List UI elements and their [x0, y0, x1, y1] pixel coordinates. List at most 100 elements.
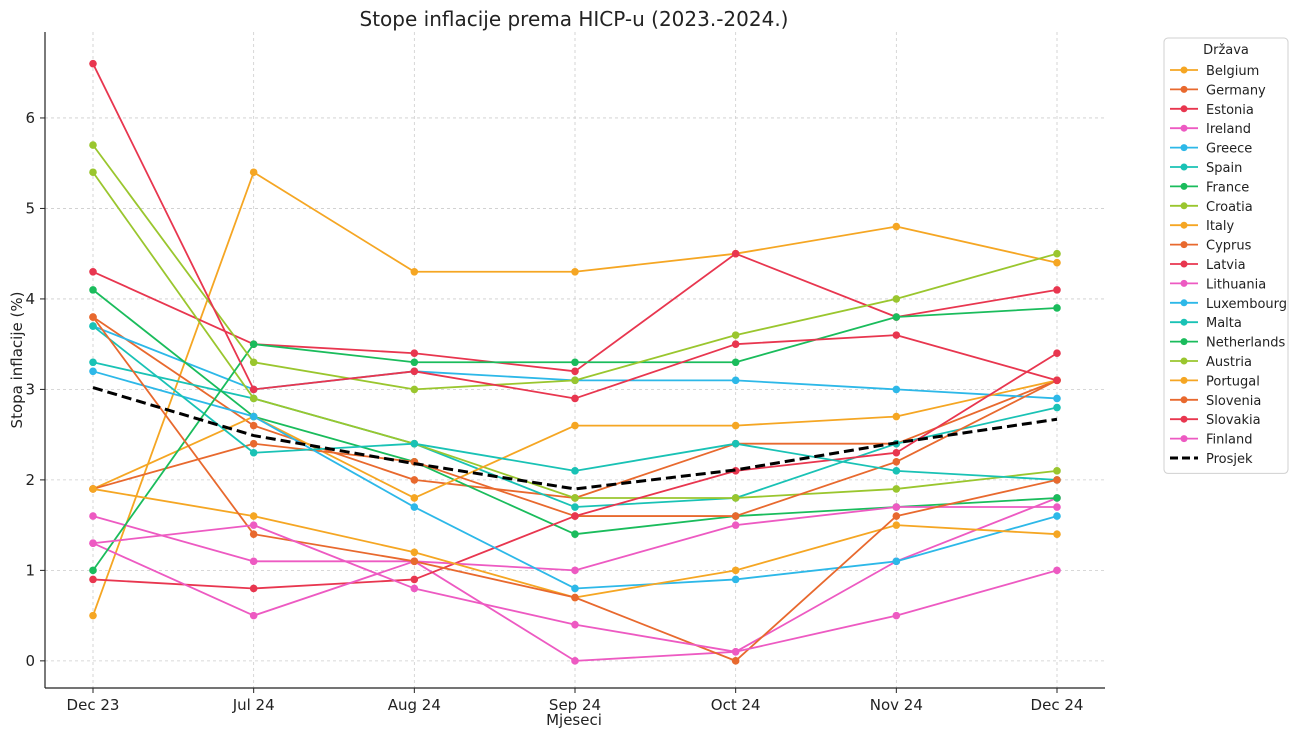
- legend-label: Luxembourg: [1206, 297, 1287, 312]
- legend-item-austria: Austria: [1170, 355, 1252, 370]
- data-point-croatia: [89, 168, 97, 177]
- legend-swatch-marker: [1180, 260, 1188, 268]
- data-point-belgium: [571, 267, 579, 276]
- data-point-france: [571, 530, 579, 538]
- data-point-italy: [571, 421, 579, 430]
- legend-swatch-marker: [1180, 357, 1188, 365]
- legend-swatch-marker: [1180, 415, 1188, 423]
- data-point-france: [1053, 494, 1061, 502]
- data-point-portugal: [249, 512, 258, 520]
- data-point-slovenia: [89, 313, 97, 321]
- legend-swatch-marker: [1180, 163, 1188, 171]
- legend-item-germany: Germany: [1170, 83, 1266, 98]
- data-point-slovenia: [892, 512, 901, 520]
- data-point-slovenia: [731, 657, 740, 665]
- data-point-portugal: [731, 566, 740, 575]
- data-point-slovenia: [249, 530, 258, 538]
- data-point-cyprus: [249, 439, 258, 448]
- series-luxembourg: [89, 367, 1061, 593]
- legend-swatch-marker: [1180, 435, 1188, 443]
- data-point-slovenia: [1053, 476, 1061, 484]
- y-tick-label: 4: [25, 290, 35, 308]
- data-point-greece: [731, 376, 740, 385]
- data-point-finland: [571, 620, 579, 629]
- legend-item-estonia: Estonia: [1170, 103, 1254, 118]
- data-point-malta: [892, 467, 901, 475]
- data-point-italy: [731, 421, 740, 430]
- data-point-italy: [892, 412, 901, 421]
- data-point-austria: [731, 331, 740, 339]
- data-point-croatia: [1053, 467, 1061, 475]
- data-point-latvia: [410, 575, 419, 584]
- x-tick-label: Jul 24: [232, 696, 275, 714]
- legend-item-cyprus: Cyprus: [1170, 239, 1252, 254]
- legend-label: Netherlands: [1206, 336, 1285, 351]
- data-point-belgium: [1053, 258, 1061, 267]
- legend-item-italy: Italy: [1170, 219, 1235, 234]
- legend-label: France: [1206, 180, 1249, 195]
- series-slovakia: [89, 59, 1061, 403]
- legend-label: Latvia: [1206, 258, 1246, 273]
- legend-swatch-marker: [1180, 202, 1188, 210]
- data-point-estonia: [89, 267, 97, 276]
- data-point-lithuania: [571, 566, 579, 575]
- data-point-slovenia: [410, 557, 419, 566]
- data-point-slovakia: [410, 367, 419, 376]
- legend-label: Malta: [1206, 316, 1242, 331]
- data-point-luxembourg: [1053, 512, 1061, 520]
- legend-label: Spain: [1206, 161, 1242, 176]
- data-point-austria: [410, 385, 419, 394]
- y-tick-label: 6: [25, 109, 35, 127]
- data-point-estonia: [1053, 286, 1061, 294]
- data-point-estonia: [731, 249, 740, 258]
- data-point-netherlands: [1053, 304, 1061, 312]
- data-point-latvia: [1053, 349, 1061, 358]
- data-point-austria: [89, 141, 97, 149]
- data-point-netherlands: [410, 358, 419, 367]
- data-point-spain: [89, 358, 97, 367]
- data-point-slovakia: [892, 331, 901, 339]
- data-point-croatia: [571, 494, 579, 502]
- data-point-belgium: [249, 168, 258, 177]
- legend-label: Lithuania: [1206, 277, 1266, 292]
- data-point-malta: [410, 439, 419, 448]
- x-tick-label: Oct 24: [711, 696, 761, 714]
- legend-swatch-marker: [1180, 105, 1188, 113]
- data-point-lithuania: [249, 611, 258, 620]
- legend-item-finland: Finland: [1170, 433, 1252, 448]
- data-point-lithuania: [1053, 503, 1061, 511]
- legend-item-luxembourg: Luxembourg: [1170, 297, 1287, 312]
- series-netherlands: [89, 304, 1061, 575]
- data-point-luxembourg: [89, 367, 97, 376]
- data-point-germany: [249, 421, 258, 430]
- data-point-ireland: [249, 557, 258, 566]
- legend-item-croatia: Croatia: [1170, 200, 1253, 215]
- legend-swatch-marker: [1180, 182, 1188, 190]
- legend-label: Belgium: [1206, 64, 1259, 79]
- data-point-belgium: [89, 611, 97, 620]
- legend-label: Austria: [1206, 355, 1252, 370]
- legend-swatch-marker: [1180, 144, 1188, 152]
- legend-item-prosjek: Prosjek: [1170, 452, 1253, 467]
- data-point-lithuania: [731, 521, 740, 529]
- data-point-croatia: [892, 485, 901, 493]
- data-point-estonia: [410, 349, 419, 358]
- data-point-portugal: [410, 548, 419, 557]
- legend-swatch-marker: [1180, 124, 1188, 132]
- data-point-slovakia: [571, 394, 579, 403]
- data-point-luxembourg: [892, 557, 901, 566]
- data-point-finland: [89, 539, 97, 548]
- data-point-germany: [410, 476, 419, 484]
- x-tick-label: Sep 24: [549, 696, 601, 714]
- data-point-finland: [731, 648, 740, 656]
- legend-item-lithuania: Lithuania: [1170, 277, 1266, 292]
- legend-swatch-marker: [1180, 279, 1188, 287]
- data-point-cyprus: [892, 457, 901, 466]
- legend-item-latvia: Latvia: [1170, 258, 1246, 273]
- data-point-greece: [1053, 394, 1061, 403]
- axes: 0 1 2 3 4 5 6 Dec 23 Jul 24 Aug 24 Sep 24 Oct 24 Nov…: [25, 32, 1105, 714]
- data-point-netherlands: [249, 340, 258, 348]
- data-point-spain: [571, 503, 579, 511]
- data-point-austria: [249, 358, 258, 367]
